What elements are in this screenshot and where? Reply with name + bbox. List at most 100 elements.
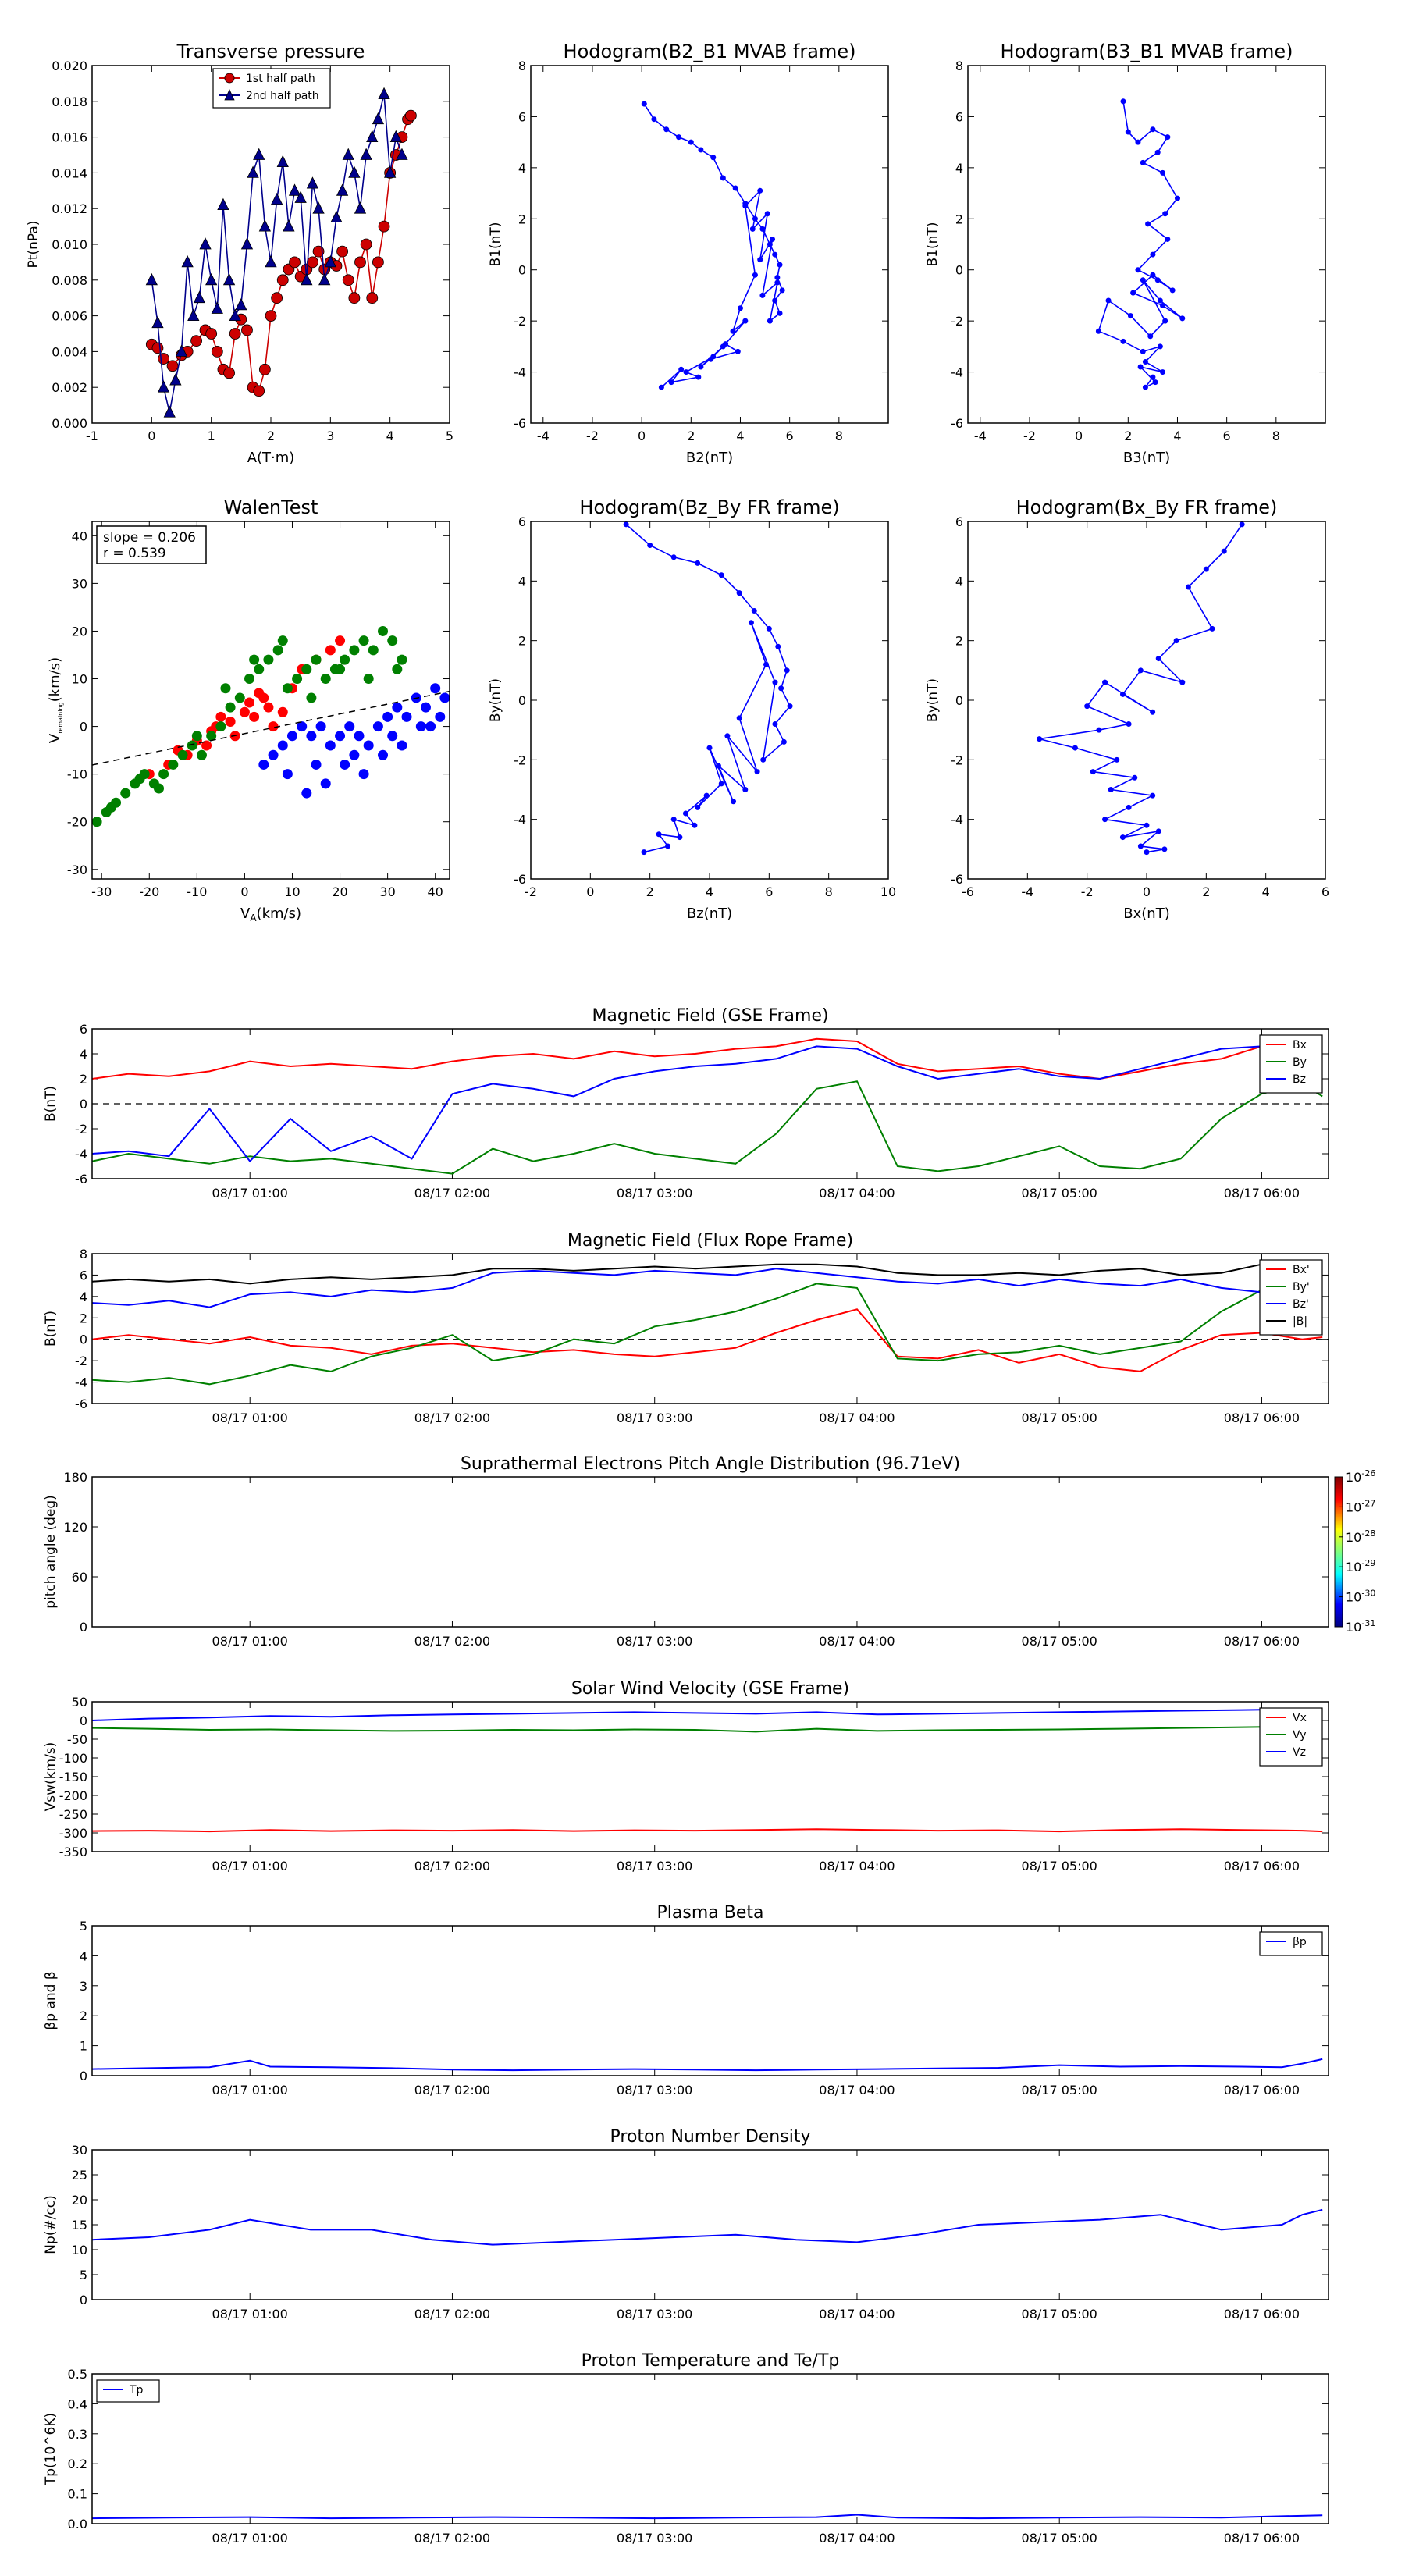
y-tick-label: 180 (63, 1470, 87, 1485)
data-marker (698, 364, 704, 370)
y-tick-label: 2 (955, 212, 963, 226)
data-marker (366, 130, 379, 143)
y-tick-label: 0.2 (68, 2457, 87, 2471)
chart-transverse-pressure: Transverse pressure 0.000 0.002 0.004 0.006 0… (26, 41, 454, 466)
data-marker (1165, 134, 1171, 141)
data-point (244, 697, 255, 708)
data-marker (1174, 195, 1180, 201)
x-tick-label: 2 (1124, 429, 1132, 443)
data-marker (211, 345, 223, 358)
chart-title: Hodogram(B3_B1 MVAB frame) (1001, 41, 1293, 62)
data-point (358, 635, 369, 646)
data-marker (199, 237, 212, 250)
y-tick-label: 4 (80, 1047, 87, 1062)
data-marker (253, 148, 265, 160)
y-tick-label: 0 (80, 1713, 87, 1728)
data-point (378, 625, 389, 636)
data-marker (1155, 656, 1161, 662)
y-tick-label: -150 (59, 1770, 87, 1784)
y-tick-label: 4 (955, 161, 963, 176)
x-tick-label: 30 (379, 884, 395, 899)
x-tick-label: -2 (525, 884, 537, 899)
chart-title: Magnetic Field (GSE Frame) (592, 1006, 828, 1026)
data-marker (757, 187, 763, 194)
y-tick-label: 2 (518, 212, 526, 226)
x-tick-label: 08/17 01:00 (212, 2083, 288, 2097)
data-marker (1096, 727, 1102, 733)
y-axis-label: B1(nT) (488, 222, 503, 267)
x-tick-label: 08/17 01:00 (212, 1634, 288, 1649)
x-tick-label: 08/17 06:00 (1224, 2531, 1300, 2546)
x-tick-label: -10 (187, 884, 207, 899)
data-marker (1150, 251, 1156, 258)
series-line (1097, 101, 1183, 388)
data-marker (241, 324, 253, 336)
plot-area (92, 2514, 1323, 2520)
x-tick-label: 3 (326, 429, 334, 443)
x-axis-label: B3(nT) (1123, 450, 1170, 466)
x-tick-label: 08/17 05:00 (1022, 2531, 1097, 2546)
data-marker (748, 620, 754, 626)
legend: Bx' By' Bz' |B| (1259, 1259, 1323, 1336)
data-point (435, 711, 446, 722)
data-marker (205, 272, 218, 286)
plot-area (92, 2058, 1323, 2072)
data-marker (157, 380, 170, 393)
x-tick-label: 08/17 06:00 (1224, 1634, 1300, 1649)
data-marker (265, 255, 277, 268)
legend-label: Vx (1293, 1712, 1307, 1724)
data-marker (787, 703, 793, 710)
series-line (151, 94, 403, 413)
data-marker (1154, 277, 1161, 283)
data-marker (695, 560, 701, 566)
x-tick-label: 4 (386, 429, 394, 443)
data-marker (718, 781, 724, 787)
plot-frame (91, 521, 450, 880)
data-point (378, 749, 389, 760)
data-point (277, 635, 288, 646)
legend-label: By (1293, 1056, 1307, 1069)
data-point (225, 716, 236, 727)
data-marker (730, 328, 736, 334)
y-tick-label: -100 (59, 1751, 87, 1766)
data-point (134, 774, 145, 785)
data-point (354, 731, 365, 742)
data-marker (724, 733, 731, 739)
plot-area (1095, 98, 1186, 390)
x-tick-label: 0 (148, 429, 155, 443)
data-point (358, 769, 369, 780)
data-point (254, 688, 265, 699)
data-marker (1090, 769, 1096, 775)
data-marker (1084, 703, 1090, 710)
plot-frame (91, 1476, 1329, 1628)
chart-magnetic-field-fr: Magnetic Field (Flux Rope Frame) -6 -4 -2 0 2… (43, 1231, 1329, 1425)
y-tick-label: 15 (72, 2218, 87, 2233)
x-tick-label: 10 (284, 884, 300, 899)
data-marker (767, 241, 773, 247)
data-marker (1105, 297, 1112, 304)
chart-title: Suprathermal Electrons Pitch Angle Distr… (461, 1454, 960, 1474)
data-marker (663, 126, 670, 133)
y-axis-label: By(nT) (488, 678, 503, 722)
y-tick-label: 0.002 (52, 380, 87, 395)
data-marker (1154, 149, 1161, 155)
data-point (215, 711, 226, 722)
plot-frame (91, 1925, 1329, 2076)
data-marker (665, 843, 671, 849)
y-tick-label: 4 (955, 574, 963, 589)
legend-label: 2nd half path (246, 90, 319, 102)
data-point (344, 721, 355, 732)
data-point (306, 692, 317, 703)
data-point (272, 645, 283, 656)
data-marker (742, 318, 749, 324)
y-tick-label: 0 (955, 693, 963, 708)
y-tick-label: 6 (80, 1022, 87, 1037)
data-marker (1152, 379, 1158, 386)
data-marker (1142, 358, 1148, 365)
data-point (215, 721, 226, 732)
data-point (254, 664, 265, 674)
data-marker (342, 148, 354, 160)
data-marker (1160, 369, 1166, 375)
y-tick-label: 0 (80, 1332, 87, 1347)
data-marker (1162, 318, 1168, 324)
